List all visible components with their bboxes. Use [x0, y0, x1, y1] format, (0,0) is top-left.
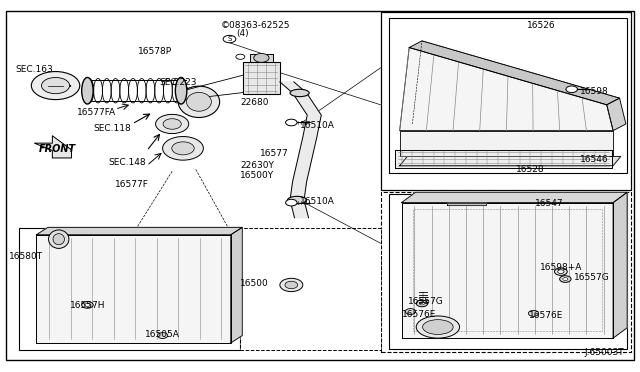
- Text: SEC.163: SEC.163: [15, 65, 53, 74]
- Circle shape: [563, 278, 568, 280]
- Circle shape: [253, 54, 269, 62]
- Ellipse shape: [53, 234, 65, 245]
- Text: 16500Y: 16500Y: [241, 171, 275, 180]
- Bar: [381, 13, 631, 190]
- Circle shape: [163, 119, 181, 129]
- Polygon shape: [409, 41, 620, 105]
- Text: FRONT: FRONT: [38, 144, 76, 154]
- Circle shape: [559, 276, 571, 282]
- Text: 16505A: 16505A: [145, 330, 180, 339]
- Text: 16557H: 16557H: [70, 301, 106, 311]
- Text: 16576E: 16576E: [529, 311, 563, 320]
- Circle shape: [223, 35, 236, 43]
- Polygon shape: [607, 98, 626, 131]
- Text: 16577FA: 16577FA: [77, 108, 116, 117]
- Circle shape: [529, 310, 539, 316]
- Text: 16577F: 16577F: [115, 180, 148, 189]
- Bar: [250, 54, 273, 62]
- Polygon shape: [399, 157, 621, 166]
- Circle shape: [566, 86, 577, 93]
- Circle shape: [554, 268, 567, 275]
- Polygon shape: [36, 235, 231, 343]
- Text: 16500: 16500: [241, 279, 269, 288]
- Ellipse shape: [178, 86, 220, 118]
- Circle shape: [557, 270, 564, 273]
- Text: 16528: 16528: [516, 165, 545, 174]
- Text: 16576E: 16576E: [401, 310, 436, 319]
- Polygon shape: [613, 192, 627, 338]
- Text: 16547: 16547: [536, 199, 564, 208]
- Bar: [19, 228, 241, 350]
- Polygon shape: [280, 82, 321, 218]
- Text: 16526: 16526: [527, 21, 556, 30]
- Circle shape: [236, 54, 245, 60]
- Bar: [241, 228, 381, 350]
- Ellipse shape: [287, 196, 307, 204]
- Text: 16510A: 16510A: [300, 121, 335, 129]
- Text: J.65003T: J.65003T: [585, 347, 625, 357]
- Bar: [381, 192, 631, 352]
- Text: 16580T: 16580T: [9, 252, 43, 262]
- Text: 22630Y: 22630Y: [241, 161, 274, 170]
- Bar: [389, 18, 627, 173]
- Bar: [243, 62, 280, 94]
- Ellipse shape: [186, 92, 211, 111]
- Polygon shape: [401, 203, 613, 338]
- Circle shape: [156, 114, 189, 134]
- Circle shape: [42, 77, 70, 94]
- Text: SEC.148: SEC.148: [108, 157, 146, 167]
- Polygon shape: [36, 227, 243, 235]
- Bar: [389, 194, 627, 349]
- Ellipse shape: [422, 320, 453, 334]
- Ellipse shape: [416, 316, 460, 338]
- Text: 16577: 16577: [259, 149, 288, 158]
- Circle shape: [31, 71, 80, 100]
- Text: 16598+A: 16598+A: [540, 263, 582, 272]
- Polygon shape: [401, 192, 627, 203]
- Polygon shape: [399, 131, 613, 157]
- Circle shape: [285, 281, 298, 289]
- Circle shape: [416, 300, 428, 307]
- Polygon shape: [35, 136, 72, 158]
- Circle shape: [82, 302, 93, 308]
- Text: 22680: 22680: [241, 99, 269, 108]
- Text: S: S: [227, 36, 232, 42]
- Text: 16578P: 16578P: [138, 47, 173, 56]
- Circle shape: [163, 137, 204, 160]
- Text: 16557G: 16557G: [408, 297, 444, 306]
- Ellipse shape: [175, 77, 187, 104]
- Ellipse shape: [49, 230, 69, 248]
- Text: 16557G: 16557G: [573, 273, 609, 282]
- Circle shape: [172, 142, 194, 155]
- Circle shape: [419, 302, 424, 305]
- Text: SEC.223: SEC.223: [159, 78, 197, 87]
- Polygon shape: [447, 203, 486, 205]
- Text: ©08363-62525: ©08363-62525: [221, 21, 291, 30]
- Text: SEC.118: SEC.118: [94, 124, 132, 133]
- Polygon shape: [231, 227, 243, 343]
- Circle shape: [85, 304, 90, 307]
- Ellipse shape: [82, 77, 93, 104]
- Ellipse shape: [290, 89, 309, 97]
- Text: 16598: 16598: [580, 87, 609, 96]
- Circle shape: [157, 333, 168, 339]
- Text: (4): (4): [236, 29, 248, 38]
- Polygon shape: [399, 48, 613, 131]
- Text: 16546: 16546: [580, 155, 609, 164]
- Circle shape: [280, 278, 303, 292]
- Circle shape: [285, 199, 297, 206]
- Circle shape: [405, 309, 415, 314]
- Text: 16510A: 16510A: [300, 197, 335, 206]
- Polygon shape: [395, 150, 612, 168]
- Circle shape: [285, 119, 297, 126]
